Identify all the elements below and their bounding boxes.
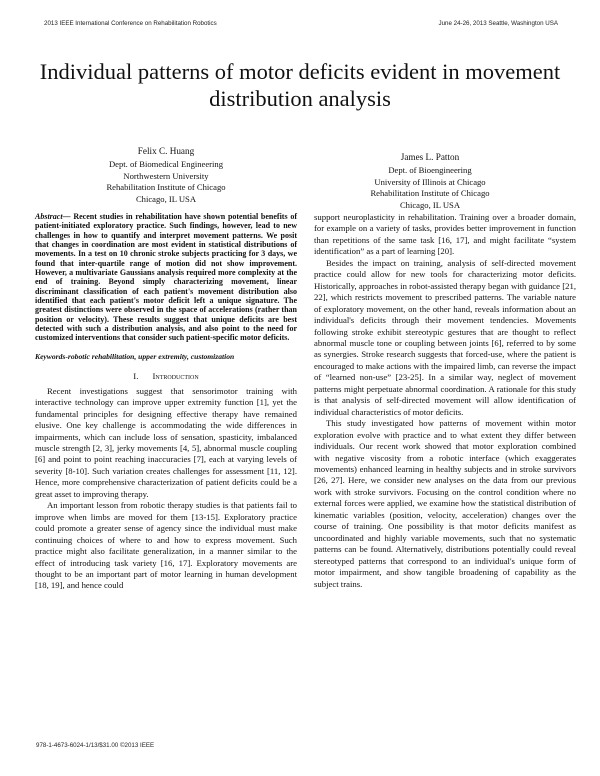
running-header-left: 2013 IEEE International Conference on Re… [44,20,217,27]
author-affiliation: Chicago, IL USA [399,199,461,210]
copyright-footer: 978-1-4673-6024-1/13/$31.00 ©2013 IEEE [36,742,155,749]
body-paragraph: support neuroplasticity in rehabilitatio… [314,212,576,257]
body-paragraph: Besides the impact on training, analysis… [314,257,576,417]
body-paragraph: This study investigated how patterns of … [314,418,576,589]
author-block-1: Felix C. Huang Dept. of Biomedical Engin… [56,146,276,205]
left-column: Abstract— Recent studies in rehabilitati… [35,212,297,592]
abstract-text: Recent studies in rehabilitation have sh… [35,212,297,343]
author-name: James L. Patton [400,152,460,162]
author-name: Felix C. Huang [137,146,195,156]
author-affiliation: Chicago, IL USA [135,193,197,204]
author-affiliation: Rehabilitation Institute of Chicago [370,188,490,199]
running-header-right: June 24-26, 2013 Seattle, Washington USA [438,20,558,27]
paper-title: Individual patterns of motor deficits ev… [39,59,561,111]
author-block-2: James L. Patton Dept. of Bioengineering … [320,152,540,211]
keywords: Keywords-robotic rehabilitation, upper e… [35,351,235,361]
author-affiliation: Northwestern University [123,170,209,181]
author-affiliation: University of Illinois at Chicago [374,176,486,187]
section-number: I. [133,371,139,382]
body-paragraph: An important lesson from robotic therapy… [35,500,297,591]
body-paragraph: Recent investigations suggest that senso… [35,385,297,499]
author-affiliation: Rehabilitation Institute of Chicago [106,182,226,193]
abstract-label: Abstract— [35,212,71,221]
abstract: Abstract— Recent studies in rehabilitati… [35,212,297,343]
right-column: support neuroplasticity in rehabilitatio… [314,212,576,590]
author-affiliation: Dept. of Biomedical Engineering [108,159,224,170]
section-title: Introduction [152,371,199,382]
author-affiliation: Dept. of Bioengineering [388,165,472,176]
section-heading: I. Introduction [35,371,297,382]
